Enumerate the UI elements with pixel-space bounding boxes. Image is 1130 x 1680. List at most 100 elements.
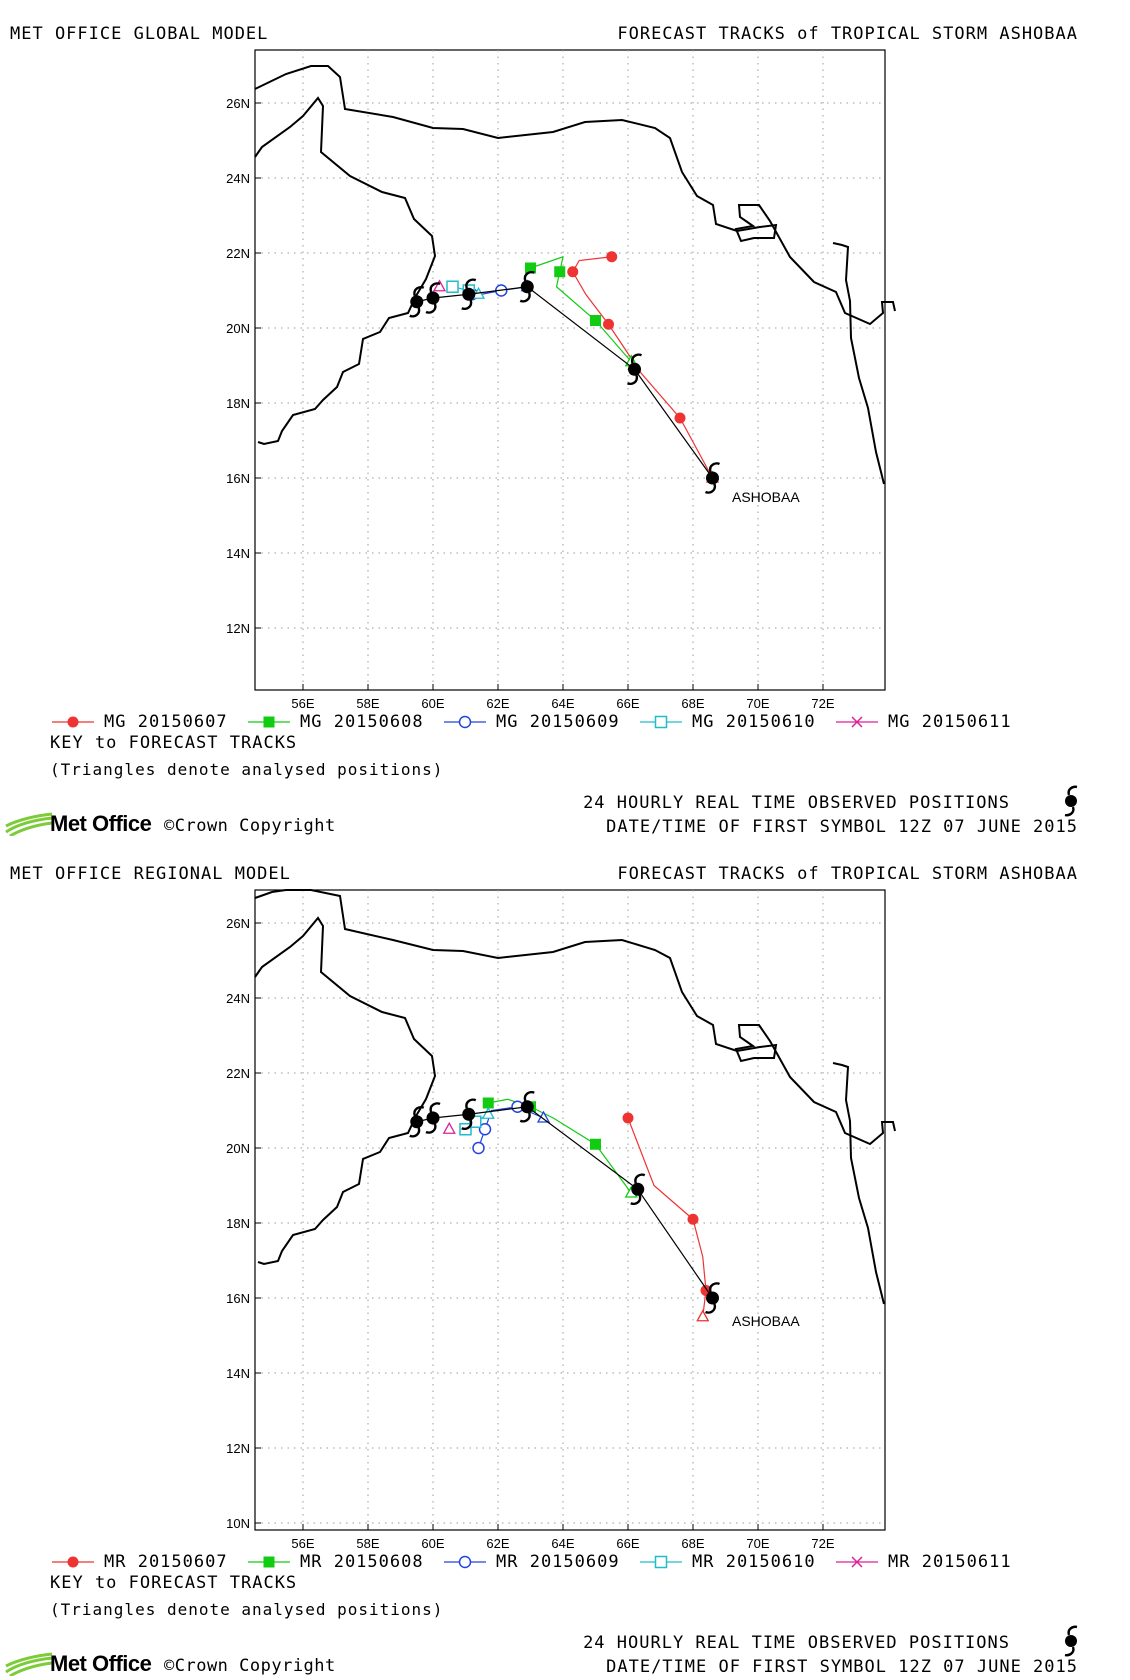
forecast-track-mg0607: [622, 1112, 712, 1322]
cyclone-symbol-icon: [461, 278, 477, 311]
copyright: ©Crown Copyright: [164, 1656, 336, 1676]
track-point: [478, 1123, 492, 1136]
met-office-logo-icon: [5, 1652, 53, 1676]
legend-marker: [67, 1556, 79, 1568]
lat-tick-label: 22N: [226, 1066, 250, 1081]
met-office-logo-text: Met Office: [50, 811, 152, 836]
legend-marker: [458, 1555, 472, 1569]
observed-positions-label: 24 HOURLY REAL TIME OBSERVED POSITIONS: [583, 793, 1010, 813]
lat-tick-label: 16N: [226, 471, 250, 486]
track-point: [554, 266, 566, 278]
key-title: KEY to FORECAST TRACKS: [50, 733, 298, 753]
lon-tick-label: 68E: [681, 1536, 704, 1550]
model-title: MET OFFICE REGIONAL MODEL: [10, 864, 291, 884]
legend-label: MG 20150611: [888, 712, 1012, 732]
storm-label: ASHOBAA: [732, 1313, 800, 1329]
cyclone-symbol-icon: [461, 1098, 477, 1131]
lon-tick-label: 66E: [616, 696, 639, 710]
legend-label: MR 20150607: [104, 1552, 228, 1572]
met-office-logo-icon: [5, 812, 53, 836]
legend-swatch: [836, 716, 878, 728]
met-office-logo-text: Met Office: [50, 1651, 152, 1676]
regional-model-panel: MET OFFICE REGIONAL MODEL FORECAST TRACK…: [0, 840, 1130, 1680]
lat-tick-label: 26N: [226, 96, 250, 111]
key-title: KEY to FORECAST TRACKS: [50, 1573, 298, 1593]
forecast-track-line: [572, 256, 714, 479]
lon-tick-label: 72E: [811, 696, 834, 710]
lat-tick-label: 18N: [226, 1216, 250, 1231]
lon-tick-label: 56E: [291, 696, 314, 710]
track-point: [622, 1112, 634, 1124]
track-point: [469, 1115, 482, 1128]
lon-tick-label: 60E: [421, 696, 444, 710]
coastline-iran: [254, 889, 896, 1146]
legend-marker: [263, 716, 275, 728]
cyclone-symbol-icon: [519, 1090, 535, 1123]
lat-tick-label: 24N: [226, 171, 250, 186]
legend-marker: [851, 1556, 863, 1568]
track-point: [590, 1138, 601, 1150]
track-point: [432, 279, 447, 292]
legend-swatch: [444, 715, 486, 729]
lon-tick-label: 58E: [356, 696, 379, 710]
lon-tick-label: 62E: [486, 1536, 509, 1550]
track-point: [442, 1121, 456, 1134]
track-point: [567, 266, 579, 278]
global-model-panel: MET OFFICE GLOBAL MODEL FORECAST TRACKS …: [5, 24, 1110, 837]
legend: MG 20150607 MG 20150608 MG 20150609 MG 2015…: [50, 710, 1110, 734]
legend-swatch: [640, 1555, 682, 1569]
cyclone-symbol-icon: [425, 282, 441, 314]
legend-marker: [458, 715, 472, 729]
lat-tick-label: 20N: [226, 321, 250, 336]
observed-positions-label: 24 HOURLY REAL TIME OBSERVED POSITIONS: [583, 1633, 1010, 1653]
legend-swatch: [52, 1556, 94, 1568]
legend-label: MR 20150611: [888, 1552, 1012, 1572]
key-note: (Triangles denote analysed positions): [50, 1600, 444, 1619]
legend-label: MG 20150610: [692, 712, 816, 732]
track-point: [603, 318, 614, 330]
cyclone-symbol-icon: [519, 270, 535, 303]
track-point: [687, 1213, 699, 1225]
cyclone-symbol-icon: [630, 1173, 646, 1206]
track-point: [481, 1106, 495, 1119]
track-point: [606, 251, 618, 263]
lon-tick-label: 70E: [746, 1536, 769, 1550]
coastline-iran: [254, 65, 896, 326]
legend-swatch: [640, 715, 682, 729]
lat-tick-label: 14N: [226, 546, 250, 561]
copyright: ©Crown Copyright: [164, 816, 336, 836]
track-point: [696, 1309, 710, 1322]
legend-label: MG 20150607: [104, 712, 228, 732]
lat-tick-label: 26N: [226, 916, 250, 931]
lat-tick-label: 16N: [226, 1291, 250, 1306]
legend-marker: [654, 1555, 668, 1569]
cyclone-symbol-icon: [626, 353, 643, 386]
lat-tick-label: 12N: [226, 1441, 250, 1456]
legend-swatch: [248, 716, 290, 728]
lon-tick-label: 72E: [811, 1536, 834, 1550]
forecast-title: FORECAST TRACKS of TROPICAL STORM ASHOBA…: [617, 864, 1078, 884]
forecast-track-mg0609: [472, 1100, 551, 1155]
legend-label: MG 20150609: [496, 712, 620, 732]
legend-marker: [851, 716, 863, 728]
forecast-track-line: [530, 255, 632, 363]
coastline-india: [832, 242, 885, 485]
lat-tick-label: 22N: [226, 246, 250, 261]
lon-tick-label: 56E: [291, 1536, 314, 1550]
forecast-track-map: 56E 58E 60E 62E 64E 66E 68E 70E 72E 12N 14N 16N 18N 2…: [226, 49, 896, 710]
coastline-india: [832, 1062, 885, 1305]
legend-label: MR 20150610: [692, 1552, 816, 1572]
lat-tick-label: 10N: [226, 1516, 250, 1531]
cyclone-icon: [1064, 1625, 1078, 1657]
legend-swatch: [836, 1556, 878, 1568]
forecast-track-mg0611: [442, 1121, 456, 1134]
lon-tick-label: 68E: [681, 696, 704, 710]
cyclone-symbol-icon: [409, 285, 425, 318]
forecast-track-mg0611: [432, 279, 447, 292]
lat-tick-label: 24N: [226, 991, 250, 1006]
legend-marker: [654, 715, 668, 729]
track-point: [472, 1141, 485, 1155]
lon-tick-label: 64E: [551, 1536, 574, 1550]
lon-tick-label: 70E: [746, 696, 769, 710]
lat-tick-label: 14N: [226, 1366, 250, 1381]
